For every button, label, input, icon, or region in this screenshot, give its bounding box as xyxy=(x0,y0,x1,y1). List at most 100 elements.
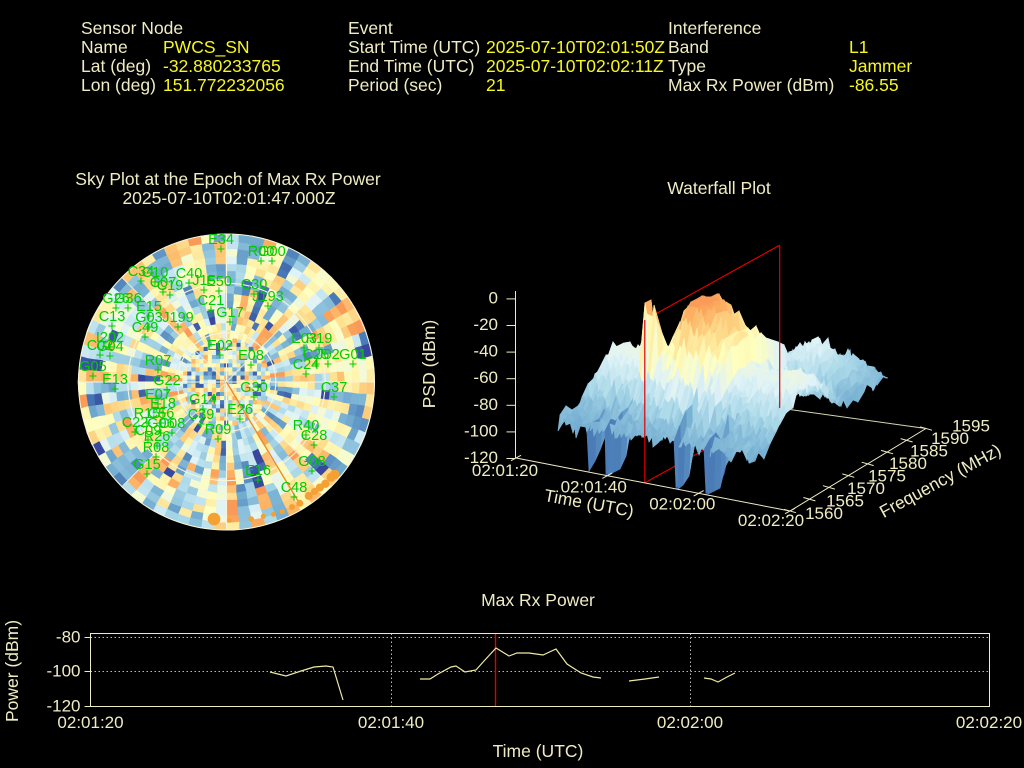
svg-text:+: + xyxy=(199,402,207,418)
svg-text:+: + xyxy=(96,348,104,364)
svg-text:+: + xyxy=(159,406,167,422)
svg-text:Jammer: Jammer xyxy=(849,56,912,76)
svg-text:E08: E08 xyxy=(238,348,264,364)
svg-text:+: + xyxy=(315,341,323,357)
svg-text:C39: C39 xyxy=(188,407,215,423)
svg-text:C49: C49 xyxy=(132,320,159,336)
svg-text:C24: C24 xyxy=(293,357,320,373)
svg-text:+: + xyxy=(141,330,149,346)
svg-text:+: + xyxy=(310,438,318,454)
svg-text:G03: G03 xyxy=(135,310,162,326)
svg-text:C37: C37 xyxy=(321,380,348,396)
svg-text:+: + xyxy=(207,303,215,319)
svg-text:+: + xyxy=(257,254,265,270)
svg-text:G01: G01 xyxy=(339,347,366,363)
svg-text:-80: -80 xyxy=(56,628,81,647)
svg-text:+: + xyxy=(250,390,258,406)
svg-text:+: + xyxy=(145,309,153,325)
svg-text:C25: C25 xyxy=(303,347,330,363)
svg-text:PWCS_SN: PWCS_SN xyxy=(163,37,250,58)
svg-text:R40: R40 xyxy=(293,418,320,434)
svg-text:+: + xyxy=(226,315,234,331)
svg-text:+: + xyxy=(153,439,161,455)
svg-text:+: + xyxy=(217,242,225,258)
svg-text:151.772232056: 151.772232056 xyxy=(163,75,285,95)
svg-text:E26: E26 xyxy=(227,402,253,418)
svg-text:+: + xyxy=(185,276,193,292)
svg-text:E16: E16 xyxy=(245,463,271,479)
svg-text:C30: C30 xyxy=(241,277,268,293)
svg-text:-40: -40 xyxy=(473,342,498,361)
svg-text:C07: C07 xyxy=(150,275,177,291)
svg-text:E03: E03 xyxy=(291,331,317,347)
svg-text:R00: R00 xyxy=(248,244,275,260)
svg-text:02:01:20: 02:01:20 xyxy=(472,461,538,480)
svg-text:-60: -60 xyxy=(473,368,498,387)
svg-text:-86.55: -86.55 xyxy=(849,75,899,95)
svg-text:+: + xyxy=(154,363,162,379)
svg-text:+: + xyxy=(290,490,298,506)
svg-text:+: + xyxy=(157,426,165,442)
svg-text:J15: J15 xyxy=(192,273,215,289)
svg-text:+: + xyxy=(159,285,167,301)
svg-text:J02: J02 xyxy=(316,347,339,363)
svg-text:+: + xyxy=(111,382,119,398)
svg-text:+: + xyxy=(330,390,338,406)
svg-text:-80: -80 xyxy=(473,395,498,414)
svg-text:2025-07-10T02:02:11Z: 2025-07-10T02:02:11Z xyxy=(486,56,664,76)
svg-text:G04: G04 xyxy=(96,339,123,355)
svg-text:Max Rx Power (dBm): Max Rx Power (dBm) xyxy=(668,75,834,95)
svg-text:2025-07-10T02:01:50Z: 2025-07-10T02:01:50Z xyxy=(486,37,665,57)
svg-text:+: + xyxy=(106,349,114,365)
svg-text:C48: C48 xyxy=(281,480,308,496)
svg-text:1575: 1575 xyxy=(868,467,906,486)
svg-text:+: + xyxy=(157,416,165,432)
svg-text:Event: Event xyxy=(348,18,393,38)
svg-text:L1: L1 xyxy=(849,37,868,57)
svg-text:2025-07-10T02:01:47.000Z: 2025-07-10T02:01:47.000Z xyxy=(122,188,335,208)
svg-text:+: + xyxy=(300,341,308,357)
svg-text:Max Rx Power: Max Rx Power xyxy=(481,590,595,610)
svg-text:Lat (deg): Lat (deg) xyxy=(81,56,151,76)
svg-text:G00: G00 xyxy=(258,244,285,260)
svg-text:C56: C56 xyxy=(148,406,175,422)
svg-text:+: + xyxy=(143,416,151,432)
svg-text:+: + xyxy=(124,301,132,317)
svg-text:+: + xyxy=(312,357,320,373)
svg-text:Power (dBm): Power (dBm) xyxy=(2,620,22,722)
svg-text:Time (UTC): Time (UTC) xyxy=(493,741,584,761)
svg-text:C28: C28 xyxy=(301,428,328,444)
svg-text:+: + xyxy=(308,464,316,480)
svg-text:C09: C09 xyxy=(135,423,162,439)
svg-text:Lon (deg): Lon (deg) xyxy=(81,75,156,95)
svg-text:1585: 1585 xyxy=(910,442,948,461)
svg-text:+: + xyxy=(302,367,310,383)
svg-text:Name: Name xyxy=(81,37,128,57)
svg-text:+: + xyxy=(154,397,162,413)
svg-text:E34: E34 xyxy=(208,232,234,248)
svg-text:+: + xyxy=(89,369,97,385)
svg-text:G36: G36 xyxy=(114,291,141,307)
svg-text:R26: R26 xyxy=(144,429,171,445)
svg-text:+: + xyxy=(216,348,224,364)
svg-text:G05: G05 xyxy=(79,359,106,375)
svg-text:+: + xyxy=(250,287,258,303)
svg-text:Type: Type xyxy=(668,56,706,76)
svg-text:E13: E13 xyxy=(102,372,128,388)
svg-text:-100: -100 xyxy=(464,421,498,440)
svg-text:1580: 1580 xyxy=(889,454,927,473)
svg-text:+: + xyxy=(137,274,145,290)
svg-text:+: + xyxy=(268,254,276,270)
svg-text:Band: Band xyxy=(668,37,709,57)
svg-text:+: + xyxy=(214,432,222,448)
svg-text:G22: G22 xyxy=(153,373,180,389)
svg-text:C08: C08 xyxy=(159,416,186,432)
svg-text:Period (sec): Period (sec) xyxy=(348,75,442,95)
svg-text:02:01:40: 02:01:40 xyxy=(358,713,424,732)
svg-text:G06: G06 xyxy=(147,416,174,432)
svg-text:C40: C40 xyxy=(176,266,203,282)
svg-text:+: + xyxy=(152,450,160,466)
svg-text:21: 21 xyxy=(486,75,505,95)
svg-text:G08: G08 xyxy=(298,454,325,470)
svg-text:1570: 1570 xyxy=(847,479,885,498)
